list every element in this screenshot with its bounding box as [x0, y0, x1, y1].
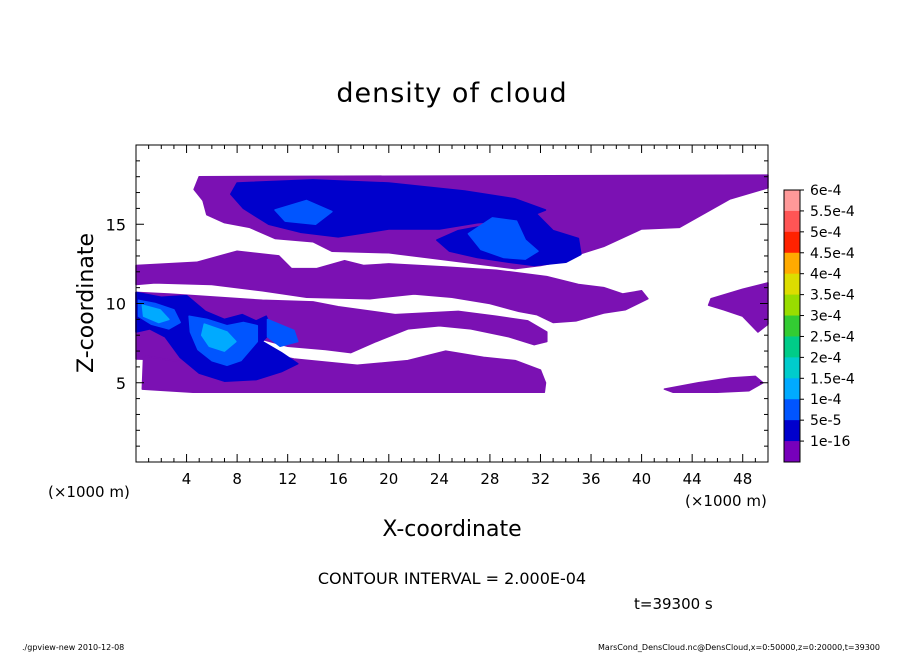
colorbar-swatch-3 [784, 252, 800, 275]
colorbar-swatch-0 [784, 190, 800, 212]
colorbar-label-5: 3.5e-4 [810, 288, 855, 304]
colorbar-swatch-2 [784, 231, 800, 254]
chart-title: density of cloud [336, 78, 567, 109]
y-tick-label-10: 10 [106, 295, 126, 314]
colorbar-swatch-4 [784, 273, 800, 296]
x-tick-label-48: 48 [733, 470, 752, 488]
colorbar-swatch-1 [784, 210, 800, 233]
colorbar-swatch-8 [784, 357, 800, 379]
contour-interval: CONTOUR INTERVAL = 2.000E-04 [318, 569, 586, 588]
colorbar-label-2: 5e-4 [810, 225, 842, 241]
x-tick-label-20: 20 [379, 470, 398, 488]
colorbar-label-0: 6e-4 [810, 183, 842, 199]
x-axis-label: X-coordinate [382, 517, 521, 542]
x-tick-label-28: 28 [480, 470, 499, 488]
y-axis-label: Z-coordinate [74, 233, 99, 373]
colorbar-label-9: 1.5e-4 [810, 371, 855, 387]
footer-left: ./gpview-new 2010-12-08 [22, 643, 124, 652]
cloud-region-1 [135, 250, 649, 324]
y-axis: 5 10 15 [106, 160, 768, 447]
y-tick-label-15: 15 [106, 215, 126, 234]
colorbar-swatch-11 [784, 420, 800, 442]
y-tick-label-5: 5 [116, 374, 126, 393]
time-label: t=39300 s [634, 595, 713, 613]
cloud-region-15 [141, 304, 170, 324]
x-tick-label-24: 24 [430, 470, 449, 488]
x-unit-label: (×1000 m) [685, 492, 767, 510]
colorbar-label-7: 2.5e-4 [810, 329, 855, 345]
cloud-region-13 [274, 199, 333, 226]
colorbar-label-4: 4e-4 [810, 267, 842, 283]
colorbar-swatch-9 [784, 378, 800, 400]
footer-right: MarsCond_DensCloud.nc@DensCloud,x=0:5000… [598, 643, 880, 652]
colorbar-label-6: 3e-4 [810, 309, 842, 325]
cloud-region-12 [467, 217, 539, 260]
x-tick-label-4: 4 [182, 470, 192, 488]
cloud-region-5 [707, 282, 769, 333]
x-tick-label-32: 32 [531, 470, 550, 488]
x-tick-label-12: 12 [278, 470, 297, 488]
colorbar-swatch-6 [784, 315, 800, 337]
x-tick-label-44: 44 [683, 470, 702, 488]
colorbar-swatch-12 [784, 441, 800, 463]
colorbar-swatch-10 [784, 399, 800, 421]
x-tick-label-16: 16 [329, 470, 348, 488]
x-tick-label-40: 40 [632, 470, 651, 488]
cloud-region-14 [200, 323, 237, 352]
x-tick-label-8: 8 [232, 470, 242, 488]
colorbar-label-3: 4.5e-4 [810, 246, 855, 262]
colorbar-label-1: 5.5e-4 [810, 204, 855, 220]
colorbar-label-8: 2e-4 [810, 350, 842, 366]
colorbar-label-12: 1e-16 [810, 434, 850, 450]
colorbar-frame [783, 189, 801, 463]
colorbar-swatch-5 [784, 294, 800, 317]
cloud-density-field [135, 174, 769, 394]
cloud-region-11 [266, 318, 299, 348]
y-unit-label: (×1000 m) [48, 483, 130, 501]
colorbar-swatch-7 [784, 336, 800, 358]
colorbar: 6e-4 5.5e-4 5e-4 4.5e-4 4e-4 3.5e-4 3e-4 2.5e-4… [783, 183, 855, 463]
x-axis: 4 8 12 16 20 24 28 32 36 40 44 48 [148, 145, 756, 488]
colorbar-label-10: 1e-4 [810, 392, 842, 408]
colorbar-label-11: 5e-5 [810, 413, 841, 429]
x-tick-label-36: 36 [581, 470, 600, 488]
